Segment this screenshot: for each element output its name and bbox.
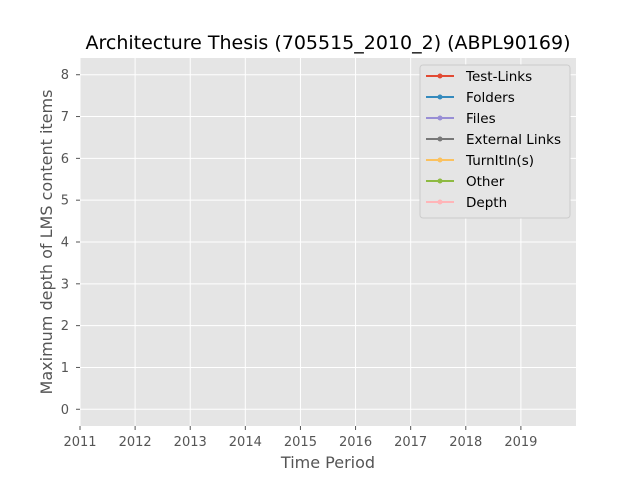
legend-item: TurnItIn(s): [426, 153, 534, 169]
legend-label: Test-Links: [465, 69, 532, 85]
y-axis-label: Maximum depth of LMS content items: [37, 90, 56, 395]
legend-box: [419, 64, 571, 219]
x-tick-label: 2012: [119, 435, 152, 450]
x-tick-label: 2017: [394, 435, 427, 450]
y-tick-label: 7: [61, 110, 69, 125]
legend-label: Depth: [466, 195, 507, 211]
x-tick-label: 2013: [174, 435, 207, 450]
legend: Test-Links Folders Files External Links Turn…: [419, 64, 571, 219]
legend-label: Folders: [466, 90, 515, 106]
legend-item: Depth: [426, 195, 507, 211]
legend-item: Folders: [426, 90, 515, 106]
y-tick-label: 4: [61, 236, 69, 251]
y-tick-label: 2: [61, 319, 69, 334]
legend-item: External Links: [426, 132, 561, 148]
x-tick-label: 2019: [504, 435, 537, 450]
x-tick-label: 2016: [339, 435, 372, 450]
legend-item: Other: [426, 174, 505, 190]
axis-ticks: 2011 2012 2013 2014 2015 2016 2017 2018 2019 0 1 2 3…: [61, 68, 538, 450]
legend-marker: [437, 94, 443, 100]
legend-marker: [437, 115, 443, 121]
legend-marker: [437, 73, 443, 79]
x-tick-label: 2014: [229, 435, 262, 450]
legend-marker: [437, 178, 443, 184]
legend-label: TurnItIn(s): [465, 153, 534, 169]
chart-title: Architecture Thesis (705515_2010_2) (ABP…: [86, 32, 571, 54]
legend-label: Other: [466, 174, 505, 190]
legend-item: Files: [426, 111, 496, 127]
x-tick-label: 2018: [449, 435, 482, 450]
y-tick-label: 1: [61, 361, 69, 376]
legend-marker: [437, 136, 443, 142]
y-tick-label: 5: [61, 194, 69, 209]
x-axis-label: Time Period: [280, 453, 375, 472]
x-tick-label: 2011: [63, 435, 96, 450]
legend-marker: [437, 199, 443, 205]
legend-marker: [437, 157, 443, 163]
legend-item: Test-Links: [426, 69, 532, 85]
legend-label: Files: [466, 111, 496, 127]
x-tick-label: 2015: [284, 435, 317, 450]
y-tick-label: 3: [61, 277, 69, 292]
y-tick-label: 6: [61, 152, 69, 167]
legend-label: External Links: [466, 132, 561, 148]
y-tick-label: 0: [61, 403, 69, 418]
y-tick-label: 8: [61, 68, 69, 83]
